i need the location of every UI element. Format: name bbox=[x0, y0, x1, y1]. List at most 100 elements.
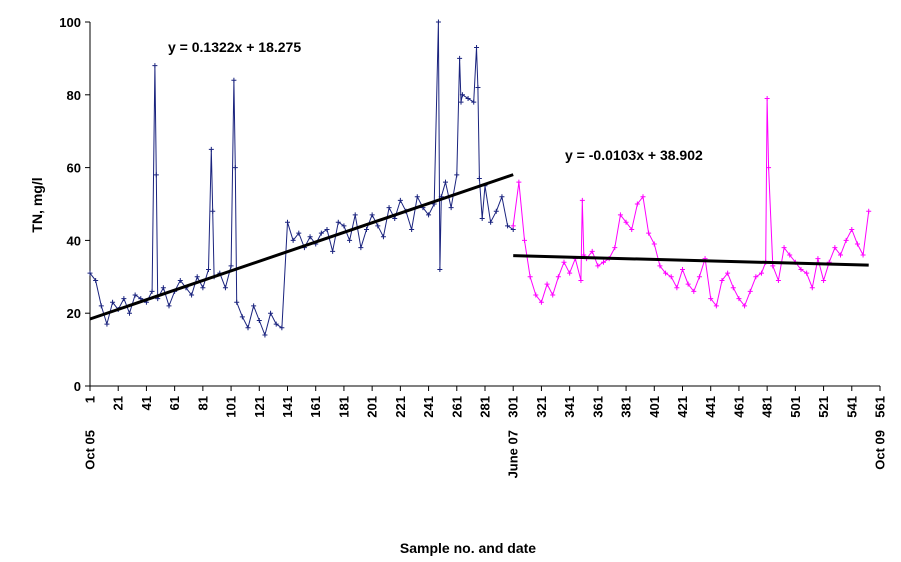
data-point bbox=[538, 299, 544, 305]
data-point bbox=[200, 285, 206, 291]
x-axis-title: Sample no. and date bbox=[400, 540, 536, 556]
data-point bbox=[458, 99, 464, 105]
x-tick-label: 101 bbox=[224, 396, 239, 418]
data-point bbox=[273, 321, 279, 327]
data-point bbox=[239, 314, 245, 320]
data-point bbox=[479, 216, 485, 222]
data-point bbox=[766, 165, 772, 171]
data-point bbox=[781, 245, 787, 251]
data-point bbox=[474, 44, 480, 50]
data-point bbox=[352, 212, 358, 218]
data-point bbox=[742, 303, 748, 309]
data-point bbox=[206, 267, 211, 273]
data-point bbox=[290, 237, 296, 243]
data-point bbox=[544, 281, 550, 287]
data-point bbox=[409, 226, 415, 232]
data-point bbox=[617, 212, 623, 218]
x-tick-label: 281 bbox=[478, 396, 493, 418]
trendline-equation-1: y = 0.1322x + 18.275 bbox=[168, 39, 301, 55]
data-point bbox=[177, 277, 183, 283]
data-point bbox=[285, 219, 290, 225]
data-point bbox=[505, 223, 511, 229]
data-point bbox=[397, 197, 403, 203]
data-point bbox=[358, 245, 364, 251]
data-point bbox=[426, 212, 432, 218]
x-tick-label: 81 bbox=[195, 396, 210, 410]
data-point bbox=[245, 325, 251, 331]
x-tick-label: 421 bbox=[675, 396, 690, 418]
x-tick-label: 21 bbox=[111, 396, 126, 410]
data-point bbox=[127, 310, 132, 316]
x-tick-label: 401 bbox=[647, 396, 662, 418]
data-point bbox=[392, 216, 398, 222]
y-tick-label: 100 bbox=[59, 15, 81, 30]
trendline-equation-2: y = -0.0103x + 38.902 bbox=[565, 147, 703, 163]
x-tick-label: 381 bbox=[619, 396, 634, 418]
data-point bbox=[775, 277, 781, 283]
data-point bbox=[347, 237, 353, 243]
data-point bbox=[634, 201, 640, 207]
data-point bbox=[87, 270, 93, 276]
data-point bbox=[414, 194, 420, 200]
series-line-1 bbox=[89, 21, 514, 337]
y-tick-label: 0 bbox=[74, 379, 81, 394]
data-point bbox=[770, 263, 776, 269]
data-point bbox=[550, 292, 556, 298]
data-point bbox=[152, 63, 158, 69]
x-tick-label: 181 bbox=[336, 396, 351, 418]
data-point bbox=[149, 288, 155, 294]
data-point bbox=[849, 226, 855, 232]
y-tick-label: 80 bbox=[67, 88, 81, 103]
data-point bbox=[866, 208, 872, 214]
data-point bbox=[454, 172, 460, 178]
x-tick-label: 241 bbox=[421, 396, 436, 418]
data-point bbox=[510, 223, 516, 229]
data-point bbox=[657, 263, 663, 269]
data-point bbox=[843, 237, 849, 243]
x-tick-label: 481 bbox=[760, 396, 775, 418]
data-point bbox=[725, 270, 731, 276]
data-point bbox=[623, 219, 629, 225]
data-point bbox=[104, 321, 110, 327]
data-point bbox=[251, 303, 257, 309]
x-tick-label: 461 bbox=[731, 396, 746, 418]
data-point bbox=[256, 317, 262, 323]
data-point bbox=[232, 165, 238, 171]
data-point bbox=[330, 248, 336, 254]
y-tick-label: 60 bbox=[67, 161, 81, 176]
data-point bbox=[499, 194, 505, 200]
data-point bbox=[228, 263, 234, 269]
data-point bbox=[533, 292, 539, 298]
data-point bbox=[341, 223, 347, 229]
x-tick-label: 221 bbox=[393, 396, 408, 418]
x-tick-label: 441 bbox=[703, 396, 718, 418]
data-point bbox=[629, 226, 635, 232]
data-point bbox=[787, 252, 793, 258]
data-point bbox=[488, 219, 494, 225]
data-point bbox=[375, 223, 381, 229]
data-point bbox=[465, 95, 471, 101]
x-tick-label: 521 bbox=[816, 396, 831, 418]
data-point bbox=[364, 226, 369, 232]
data-point bbox=[579, 197, 585, 203]
data-point bbox=[437, 267, 443, 273]
data-point bbox=[578, 277, 584, 283]
x-tick-label: 321 bbox=[534, 396, 549, 418]
data-point bbox=[640, 194, 646, 200]
data-point bbox=[736, 296, 742, 302]
trendline-2 bbox=[513, 254, 869, 267]
data-point bbox=[815, 256, 821, 262]
data-point bbox=[522, 237, 527, 243]
x-tick-label: 161 bbox=[308, 396, 323, 418]
data-point bbox=[555, 274, 561, 280]
data-point bbox=[475, 85, 481, 91]
data-point bbox=[696, 274, 702, 280]
y-axis-title: TN, mg/l bbox=[29, 177, 45, 232]
trendline-1 bbox=[89, 173, 514, 321]
data-point bbox=[459, 92, 465, 98]
data-point bbox=[380, 234, 386, 240]
data-point bbox=[208, 146, 214, 152]
x-tick-label: 61 bbox=[167, 396, 182, 410]
